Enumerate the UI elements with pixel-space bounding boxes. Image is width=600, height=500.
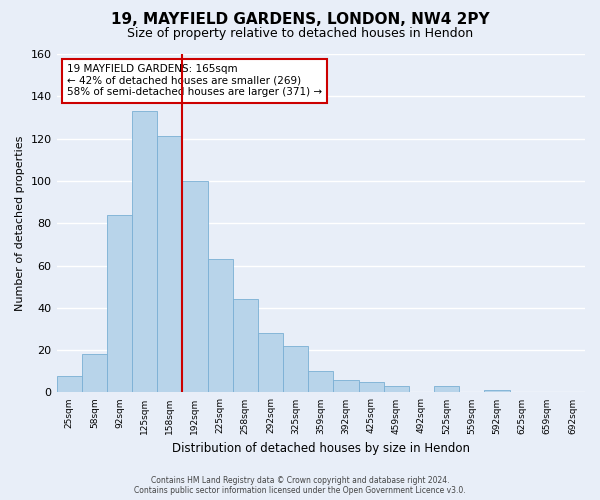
Bar bbox=[208, 259, 233, 392]
X-axis label: Distribution of detached houses by size in Hendon: Distribution of detached houses by size … bbox=[172, 442, 470, 455]
Bar bbox=[334, 380, 359, 392]
Bar bbox=[182, 181, 208, 392]
Bar bbox=[484, 390, 509, 392]
Text: 19, MAYFIELD GARDENS, LONDON, NW4 2PY: 19, MAYFIELD GARDENS, LONDON, NW4 2PY bbox=[110, 12, 490, 28]
Bar bbox=[233, 300, 258, 392]
Bar bbox=[157, 136, 182, 392]
Text: Contains HM Land Registry data © Crown copyright and database right 2024.
Contai: Contains HM Land Registry data © Crown c… bbox=[134, 476, 466, 495]
Bar bbox=[107, 215, 132, 392]
Bar bbox=[383, 386, 409, 392]
Text: 19 MAYFIELD GARDENS: 165sqm
← 42% of detached houses are smaller (269)
58% of se: 19 MAYFIELD GARDENS: 165sqm ← 42% of det… bbox=[67, 64, 322, 98]
Bar bbox=[359, 382, 383, 392]
Bar bbox=[56, 376, 82, 392]
Bar bbox=[283, 346, 308, 393]
Y-axis label: Number of detached properties: Number of detached properties bbox=[15, 136, 25, 311]
Bar bbox=[258, 333, 283, 392]
Text: Size of property relative to detached houses in Hendon: Size of property relative to detached ho… bbox=[127, 28, 473, 40]
Bar bbox=[132, 111, 157, 392]
Bar bbox=[434, 386, 459, 392]
Bar bbox=[82, 354, 107, 393]
Bar bbox=[308, 372, 334, 392]
